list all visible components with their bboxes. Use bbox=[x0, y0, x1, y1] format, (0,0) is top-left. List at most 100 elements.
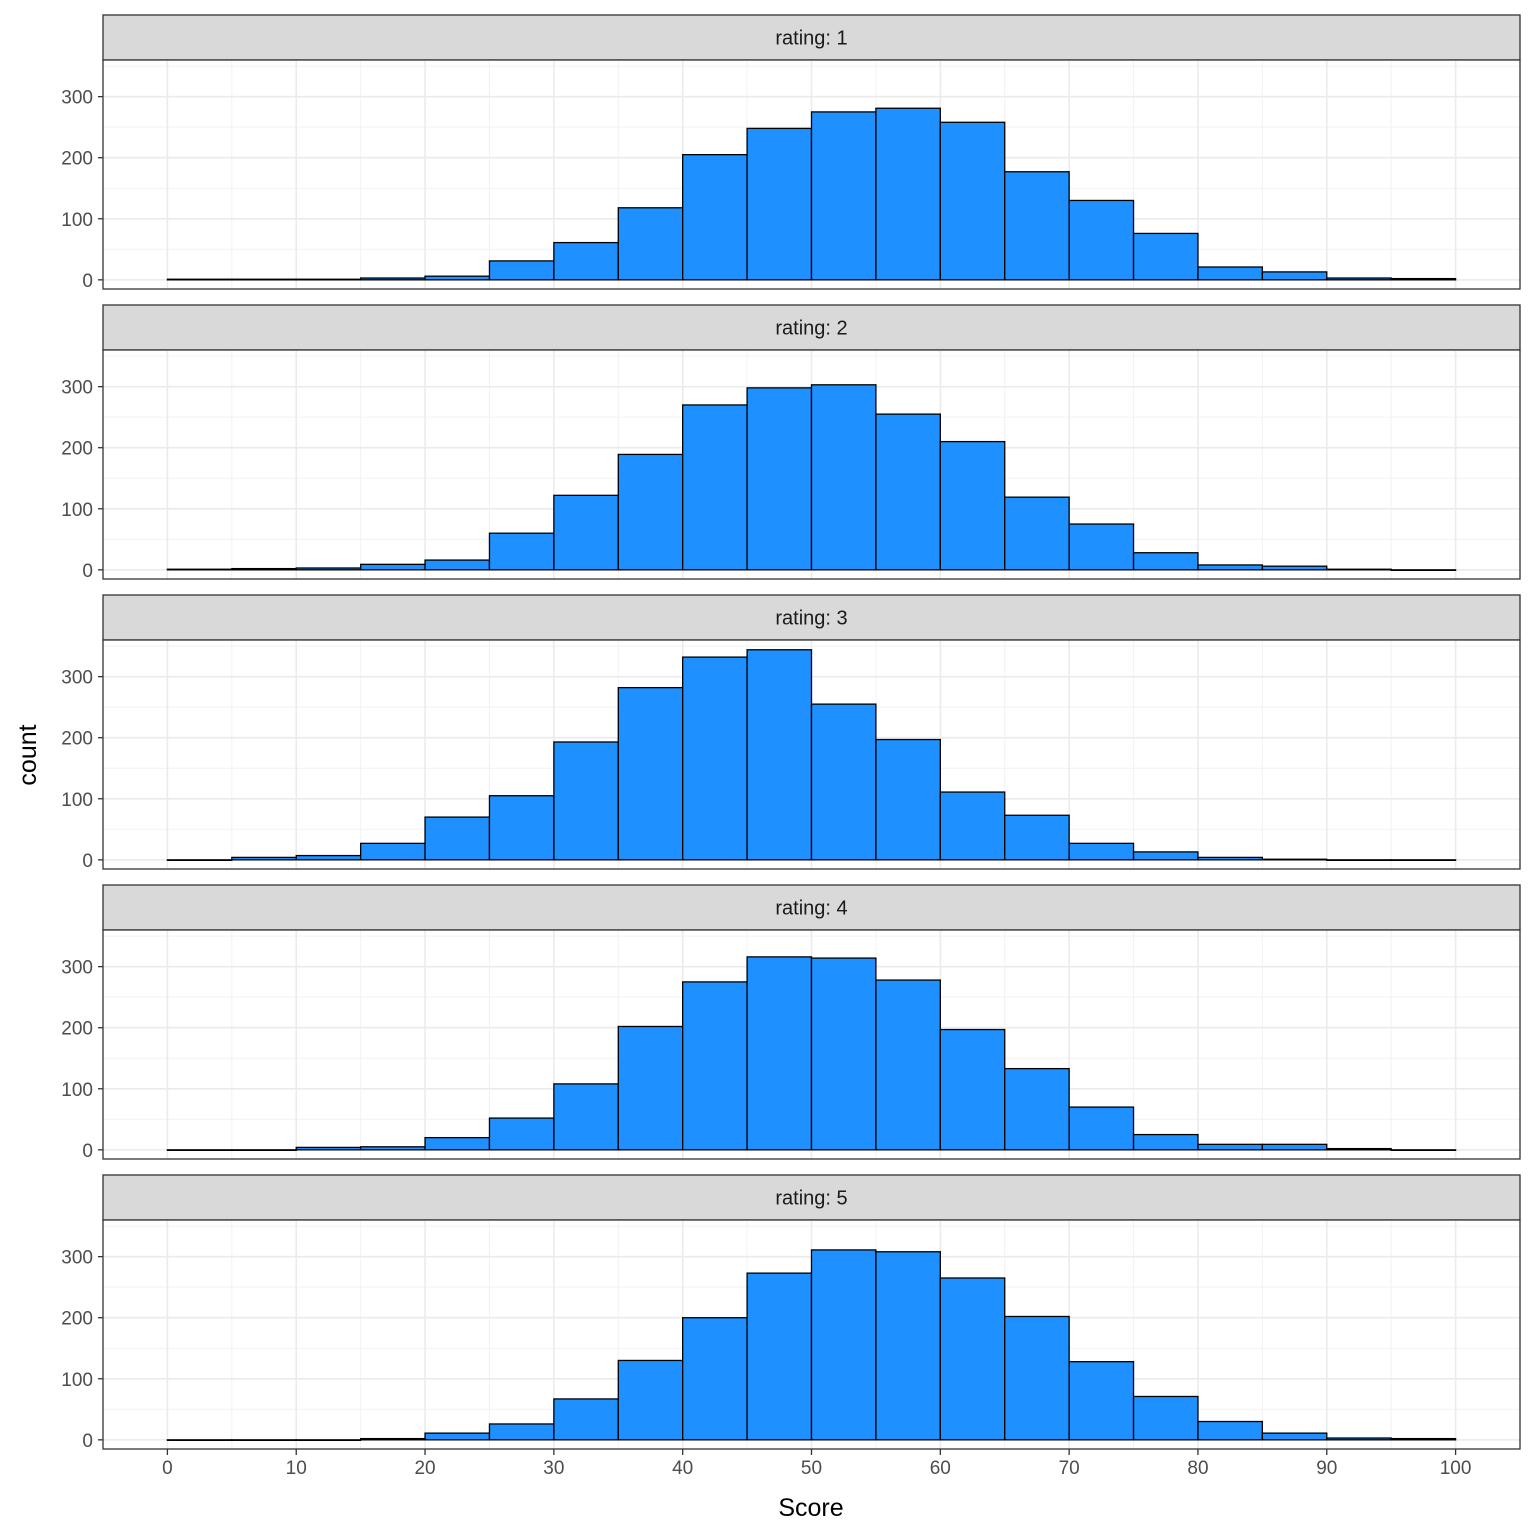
y-tick-label: 0 bbox=[82, 271, 93, 292]
y-tick-label: 200 bbox=[61, 1019, 93, 1040]
y-tick-label: 100 bbox=[61, 1370, 93, 1391]
histogram-bar bbox=[1004, 814, 1070, 861]
histogram-bar bbox=[1390, 277, 1457, 281]
x-tick-label: 0 bbox=[162, 1458, 173, 1479]
histogram-bar bbox=[1068, 199, 1135, 281]
x-tick-label: 50 bbox=[801, 1458, 822, 1479]
histogram-bar bbox=[746, 649, 813, 861]
histogram-bar bbox=[488, 260, 555, 281]
histogram-bar bbox=[231, 567, 297, 571]
histogram-bar bbox=[1261, 1432, 1328, 1441]
y-axis-title: count bbox=[14, 724, 42, 785]
histogram-bar bbox=[231, 1149, 297, 1151]
histogram-bar bbox=[746, 387, 813, 571]
histogram-bar bbox=[1197, 856, 1264, 861]
histogram-bar bbox=[231, 856, 297, 861]
histogram-bar bbox=[231, 278, 297, 281]
histogram-bar bbox=[424, 1432, 491, 1441]
histogram-bar bbox=[1068, 523, 1135, 571]
y-tick-label: 100 bbox=[61, 500, 93, 521]
panel-border bbox=[102, 639, 1521, 870]
facet-panel-3: rating: 3 0 100 200 300 bbox=[61, 594, 1521, 872]
x-tick-label: 90 bbox=[1316, 1458, 1337, 1479]
x-tick-label: 10 bbox=[286, 1458, 307, 1479]
histogram-bar bbox=[939, 791, 1006, 861]
y-tick-label: 200 bbox=[61, 729, 93, 750]
histogram-bar bbox=[231, 1439, 297, 1441]
histogram-bar bbox=[939, 440, 1006, 571]
histogram-bar bbox=[617, 686, 684, 861]
histogram-bar bbox=[1068, 1361, 1135, 1441]
histogram-bar bbox=[810, 957, 877, 1151]
histogram-bar bbox=[553, 1083, 619, 1151]
x-tick-label: 100 bbox=[1440, 1458, 1472, 1479]
y-tick-label: 100 bbox=[61, 1080, 93, 1101]
histogram-bar bbox=[810, 384, 877, 571]
histogram-bar bbox=[746, 1272, 813, 1441]
x-tick-label: 80 bbox=[1187, 1458, 1208, 1479]
y-tick-label: 300 bbox=[61, 1248, 93, 1269]
y-tick-label: 300 bbox=[61, 378, 93, 399]
x-tick-label: 30 bbox=[543, 1458, 564, 1479]
panel-border bbox=[102, 349, 1521, 580]
x-axis-title: Score bbox=[778, 1494, 843, 1522]
histogram-bar bbox=[682, 981, 748, 1151]
histogram-bar bbox=[875, 979, 941, 1151]
histogram-bar bbox=[295, 278, 362, 281]
histogram-bar bbox=[682, 404, 748, 571]
histogram-bar bbox=[1197, 1143, 1264, 1151]
histogram-bar bbox=[295, 1146, 362, 1151]
histogram-bar bbox=[939, 1028, 1006, 1151]
histogram-bar bbox=[1068, 842, 1135, 861]
histogram-bar bbox=[359, 1437, 426, 1441]
histogram-bar bbox=[1326, 568, 1392, 571]
histogram-bar bbox=[617, 207, 684, 281]
histogram-bar bbox=[1390, 859, 1457, 861]
histogram-bar bbox=[1261, 271, 1328, 281]
y-tick-label: 0 bbox=[82, 561, 93, 582]
histogram-bar bbox=[1132, 552, 1199, 571]
histogram-bar bbox=[1004, 171, 1070, 281]
x-tick-label: 20 bbox=[414, 1458, 435, 1479]
y-tick-label: 200 bbox=[61, 149, 93, 170]
histogram-bar bbox=[810, 111, 877, 281]
histogram-bar bbox=[1326, 277, 1392, 281]
histogram-bar bbox=[488, 795, 555, 861]
y-tick-label: 300 bbox=[61, 88, 93, 109]
histogram-bar bbox=[166, 278, 233, 281]
facet-panel-4: rating: 4 0 100 200 300 bbox=[61, 884, 1521, 1162]
y-tick-label: 200 bbox=[61, 1309, 93, 1330]
histogram-bar bbox=[1390, 1149, 1457, 1151]
y-tick-label: 0 bbox=[82, 1431, 93, 1452]
histogram-bar bbox=[1132, 1133, 1199, 1151]
histogram-bar bbox=[488, 1423, 555, 1441]
histogram-bar bbox=[1326, 859, 1392, 861]
y-tick-label: 300 bbox=[61, 958, 93, 979]
histogram-bar bbox=[746, 956, 813, 1151]
histogram-bar bbox=[166, 1439, 233, 1441]
histogram-bar bbox=[553, 241, 619, 281]
histogram-bar bbox=[488, 1117, 555, 1151]
panel-border bbox=[102, 929, 1521, 1160]
facet-strip bbox=[102, 1174, 1521, 1221]
histogram-bar bbox=[424, 275, 491, 281]
facet-strip-label: rating: 5 bbox=[775, 1188, 847, 1210]
histogram-bar bbox=[875, 1251, 941, 1441]
facet-strip-label: rating: 2 bbox=[775, 318, 847, 340]
histogram-bar bbox=[1132, 232, 1199, 281]
histogram-bar bbox=[810, 703, 877, 861]
histogram-bar bbox=[939, 121, 1006, 281]
histogram-bar bbox=[1197, 1420, 1264, 1441]
histogram-bar bbox=[1326, 1437, 1392, 1441]
histogram-bar bbox=[488, 532, 555, 571]
histogram-bar bbox=[875, 738, 941, 861]
histogram-bar bbox=[359, 563, 426, 571]
histogram-bar bbox=[746, 127, 813, 281]
histogram-bar bbox=[359, 277, 426, 281]
histogram-bar bbox=[1197, 564, 1264, 571]
histogram-bar bbox=[424, 1136, 491, 1151]
histogram-bar bbox=[1326, 1147, 1392, 1151]
facet-strip bbox=[102, 594, 1521, 641]
